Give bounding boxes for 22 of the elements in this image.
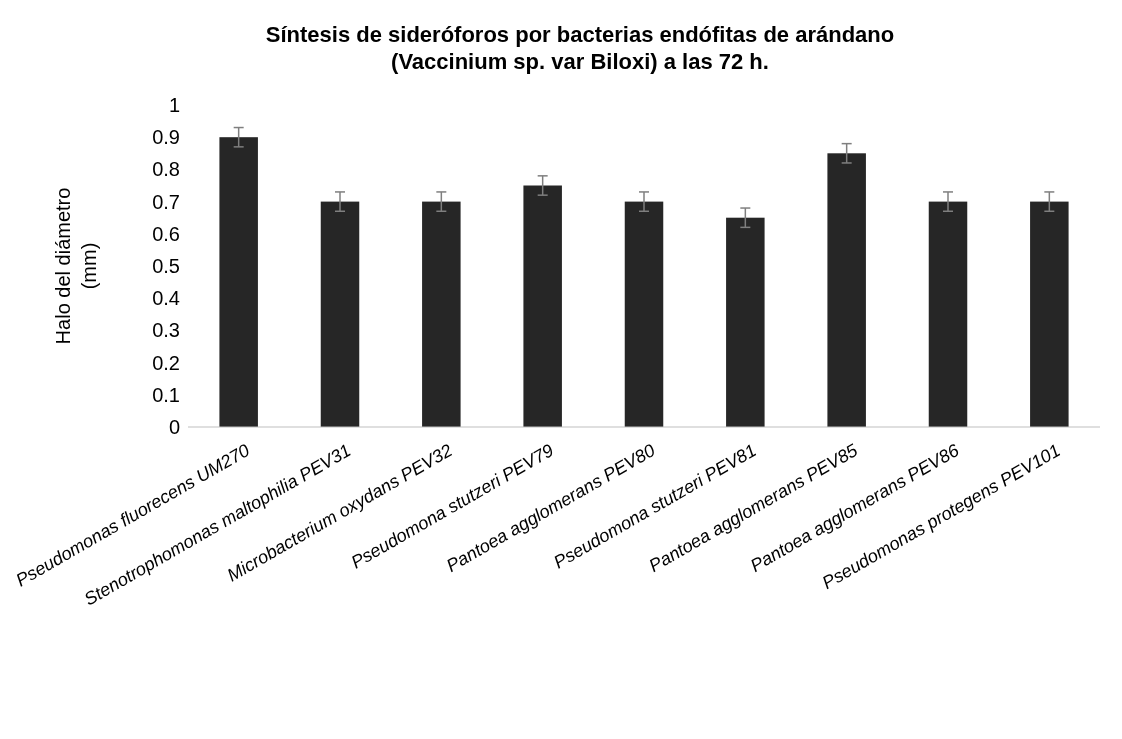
- y-tick-label: 0.6: [152, 222, 180, 245]
- bar: [523, 185, 562, 427]
- y-tick-label: 1: [168, 94, 180, 116]
- y-tick-label: 0: [168, 416, 180, 438]
- bar: [928, 201, 968, 427]
- bar: [726, 217, 765, 427]
- y-tick-label: 0.9: [152, 126, 180, 149]
- bar: [624, 201, 664, 427]
- bar: [827, 153, 866, 427]
- y-tick-label: 0.4: [152, 287, 180, 310]
- y-tick-label: 0.2: [152, 351, 180, 374]
- bar: [320, 201, 360, 427]
- bar: [422, 201, 461, 427]
- y-tick-label: 0.8: [152, 158, 180, 181]
- y-tick-label: 0.3: [152, 319, 180, 342]
- y-tick-label: 0.1: [152, 383, 180, 406]
- bar: [219, 137, 258, 427]
- chart-title: Síntesis de sideróforos por bacterias endófitas de arándano (Vaccinium sp. var Biloxi) a las 72 h.: [265, 22, 895, 74]
- y-axis-title: Halo del diámetro (mm): [52, 187, 100, 345]
- y-tick-label: 0.7: [152, 190, 180, 213]
- y-tick-label: 0.5: [152, 255, 180, 277]
- bar: [1030, 201, 1069, 427]
